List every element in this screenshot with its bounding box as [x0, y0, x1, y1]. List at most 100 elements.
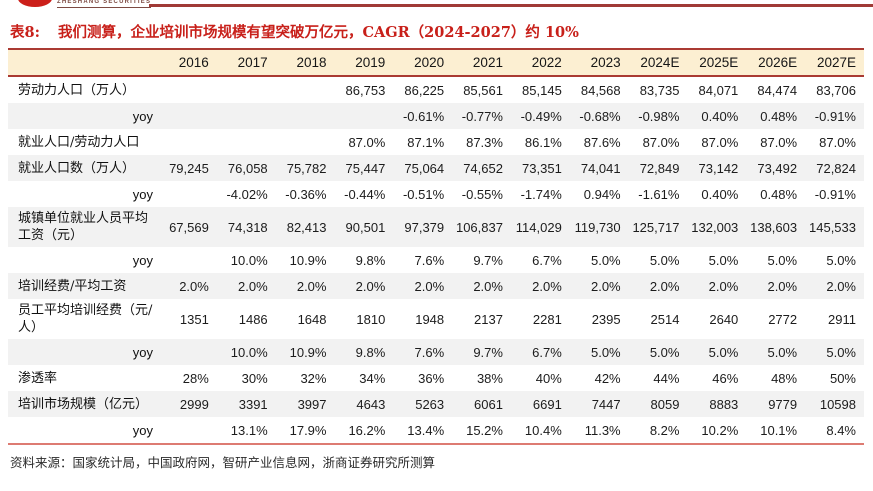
cell: 2.0%: [590, 278, 621, 294]
cell: 87.6%: [583, 134, 621, 150]
row-label: yoy: [132, 344, 153, 360]
cell: 38%: [476, 370, 503, 386]
cell: -1.61%: [638, 186, 680, 202]
cell: 10.4%: [510, 417, 570, 445]
year-column-header: 2016: [158, 48, 217, 77]
cell: 2.0%: [296, 278, 327, 294]
year-column-header: 2021: [452, 48, 511, 77]
cell: 79,245: [169, 160, 209, 176]
table-title-text: 我们测算，企业培训市场规模有望突破万亿元，CAGR（2024-2027）约 10…: [57, 24, 579, 41]
data-table-container: 2016 2017 2018 2019 2020 2021 2022 2023 2024E 202…: [8, 48, 864, 445]
cell: 5263: [415, 396, 445, 412]
cell: 87.3%: [466, 134, 503, 150]
year-column-header: 2020: [393, 48, 453, 77]
cell: 4643: [356, 396, 386, 412]
cell: [158, 129, 217, 155]
row-label: 培训经费/平均工资: [18, 278, 127, 294]
year-column-header: 2025E: [687, 48, 747, 77]
year-column-header: 2027E: [805, 48, 864, 77]
year-column-header: 2018: [275, 48, 335, 77]
cell: 5.0%: [767, 252, 798, 268]
cell: 10.0%: [230, 344, 268, 360]
row-label: 就业人口/劳动力人口: [18, 134, 140, 150]
table-row: 城镇单位就业人员平均工资（元） 67,569 74,318 82,413 90,501 9…: [8, 207, 864, 247]
cell: 97,379: [404, 219, 445, 235]
cell: 42%: [594, 370, 621, 386]
cell: 145,533: [809, 219, 856, 235]
table-row: yoy -0.61% -0.77% -0.49% -0.68% -0.98% 0.40% 0.…: [8, 103, 864, 129]
cell: 1486: [238, 311, 268, 327]
cell: 83,735: [639, 82, 680, 98]
year-column-header: 2022: [510, 48, 570, 77]
cell: 86,225: [404, 82, 445, 98]
cell: 36%: [418, 370, 445, 386]
cell: 2640: [709, 311, 739, 327]
cell: [158, 247, 217, 273]
cell: 2.0%: [355, 278, 386, 294]
cell: 0.48%: [760, 186, 798, 202]
year-column-header: 2024E: [628, 48, 688, 77]
cell: -0.49%: [520, 108, 562, 124]
cell: 44%: [653, 370, 680, 386]
row-label: 员工平均培训经费（元/人）: [18, 303, 153, 335]
cell: 7.6%: [414, 344, 445, 360]
cell: 5.0%: [649, 344, 680, 360]
table-header-row: 2016 2017 2018 2019 2020 2021 2022 2023 2024E 202…: [8, 48, 864, 77]
cell: 119,730: [574, 219, 621, 235]
cell: 10.2%: [687, 417, 747, 445]
cell: 5.0%: [708, 252, 739, 268]
cell: 5.0%: [767, 344, 798, 360]
cell: 75,447: [345, 160, 386, 176]
cell: [158, 339, 217, 365]
year-column-header: 2026E: [746, 48, 806, 77]
cell: -0.51%: [402, 186, 445, 202]
cell: 1648: [297, 311, 327, 327]
table-title: 表8: 我们测算，企业培训市场规模有望突破万亿元，CAGR（2024-2027）约…: [10, 21, 863, 42]
cell: 67,569: [169, 219, 209, 235]
cell: 72,849: [639, 160, 680, 176]
cell: 74,318: [227, 219, 268, 235]
header-rule: [149, 4, 873, 7]
row-label: yoy: [132, 108, 153, 124]
cell: 73,492: [757, 160, 798, 176]
cell: [276, 129, 335, 155]
table-row: yoy 13.1% 17.9% 16.2% 13.4% 15.2% 10.4% 11.3% 8.…: [8, 417, 864, 445]
cell: 7447: [591, 396, 621, 412]
cell: 40%: [535, 370, 562, 386]
cell: [276, 103, 335, 129]
cell: 84,071: [698, 82, 739, 98]
cell: 76,058: [227, 160, 268, 176]
cell: 6061: [474, 396, 503, 412]
row-label: yoy: [132, 186, 153, 202]
cell: 125,717: [632, 219, 680, 235]
cell: 1351: [179, 311, 209, 327]
cell: 2911: [828, 311, 856, 327]
cell: [334, 103, 393, 129]
cell: 72,824: [816, 160, 856, 176]
cell: 114,029: [515, 219, 562, 235]
table-number-tag: 表8:: [10, 24, 40, 41]
table-row: 员工平均培训经费（元/人） 1351 1486 1648 1810 1948 2137 228…: [8, 299, 864, 339]
cell: 8059: [650, 396, 680, 412]
cell: 8.4%: [805, 417, 864, 445]
cell: -0.77%: [461, 108, 503, 124]
cell: 86.1%: [524, 134, 562, 150]
table-row: 就业人口数（万人） 79,245 76,058 75,782 75,447 75,064 7…: [8, 155, 864, 181]
cell: 9.8%: [355, 344, 386, 360]
report-header: ZHESHANG SECURITIES: [0, 0, 873, 10]
table-row: 就业人口/劳动力人口 87.0% 87.1% 87.3% 86.1% 87.6% 87.0%…: [8, 129, 864, 155]
cell: 85,145: [522, 82, 562, 98]
cell: 28%: [182, 370, 209, 386]
row-label: 渗透率: [18, 370, 58, 386]
cell: 6691: [532, 396, 562, 412]
table-row: 培训市场规模（亿元） 2999 3391 3997 4643 5263 6061 6691 74…: [8, 391, 864, 417]
cell: 7.6%: [414, 252, 445, 268]
cell: 2772: [768, 311, 798, 327]
cell: 73,142: [698, 160, 739, 176]
cell: 0.40%: [701, 108, 739, 124]
cell: 48%: [771, 370, 798, 386]
cell: 2.0%: [708, 278, 739, 294]
cell: 9.7%: [473, 344, 503, 360]
cell: 87.0%: [819, 134, 856, 150]
cell: 13.4%: [393, 417, 453, 445]
